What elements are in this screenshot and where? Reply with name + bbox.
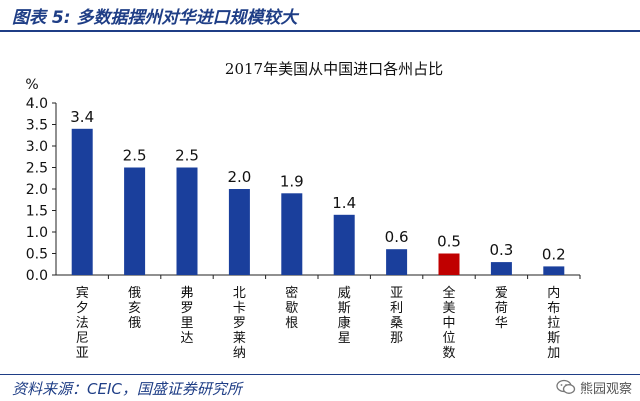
y-tick-label: 1.5 (26, 204, 48, 220)
bar (176, 167, 198, 275)
y-tick-label: 2.0 (26, 182, 48, 198)
watermark: 熊园观察 (556, 378, 632, 397)
figure-header: 图表 5: 多数据摆州对华进口规模较大 (0, 0, 640, 30)
y-tick-label: 4.0 (26, 96, 48, 112)
x-tick-label: 内布拉斯加 (547, 285, 560, 361)
bar-value-label: 3.4 (70, 108, 94, 126)
footer-divider (0, 374, 640, 375)
x-tick-label: 密歇根 (285, 285, 298, 331)
bar (543, 266, 565, 275)
bar-value-label: 2.5 (123, 147, 147, 165)
bar-value-label: 1.9 (280, 172, 304, 190)
bar-value-label: 0.6 (385, 228, 409, 246)
figure-title: 图表 5: 多数据摆州对华进口规模较大 (12, 8, 298, 28)
bar-value-label: 0.2 (542, 245, 566, 263)
x-tick-label: 爱荷华 (495, 286, 508, 331)
header-divider (0, 30, 640, 32)
y-tick-label: 3.5 (26, 118, 48, 134)
x-tick-label: 亚利桑那 (390, 286, 403, 346)
bar (386, 249, 408, 275)
y-tick-label: 3.0 (26, 139, 48, 155)
x-tick-label: 俄亥俄 (128, 286, 141, 331)
wechat-icon (556, 379, 576, 394)
watermark-text: 熊园观察 (579, 381, 632, 397)
bar (333, 214, 355, 275)
y-tick-label: 0.0 (26, 268, 48, 284)
bar (228, 189, 250, 275)
bar-chart: 2017年美国从中国进口各州占比% 0.0 0.5 1.0 1.5 2.0 2.5 3.0 3.… (25, 60, 581, 361)
bar-value-label: 2.0 (227, 168, 251, 186)
bar (490, 262, 512, 275)
bar-value-label: 2.5 (175, 147, 199, 165)
bar-value-label: 0.3 (489, 241, 513, 259)
bar (281, 193, 303, 275)
x-tick-label: 宾夕法尼亚 (76, 285, 89, 361)
bar-value-label: 0.5 (437, 233, 461, 251)
y-tick-label: 1.0 (26, 225, 48, 241)
bar-value-label: 1.4 (332, 194, 356, 212)
source-note: 资料来源：CEIC，国盛证券研究所 (12, 380, 242, 398)
x-tick-label: 北卡罗莱纳 (233, 286, 246, 361)
y-tick-label: 2.5 (26, 161, 48, 177)
bar (124, 167, 146, 275)
x-tick-label: 威斯康星 (338, 286, 351, 346)
x-tick-label: 弗罗里达 (180, 286, 193, 346)
y-axis-label: % (25, 77, 38, 93)
bar (438, 253, 460, 275)
y-tick-label: 0.5 (26, 247, 48, 263)
chart-title: 2017年美国从中国进口各州占比 (225, 60, 443, 78)
x-tick-label: 全美中位数 (442, 285, 455, 361)
bar (71, 128, 93, 275)
